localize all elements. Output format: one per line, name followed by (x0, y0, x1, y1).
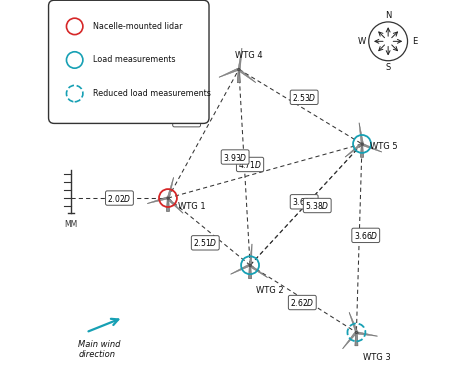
Text: WTG 3: WTG 3 (363, 353, 391, 362)
FancyBboxPatch shape (48, 0, 209, 123)
Polygon shape (166, 197, 169, 199)
Text: 3.66$D$: 3.66$D$ (354, 230, 378, 241)
Polygon shape (249, 244, 252, 264)
Polygon shape (168, 198, 183, 213)
Polygon shape (166, 197, 170, 211)
Polygon shape (359, 123, 364, 143)
Text: WTG 5: WTG 5 (370, 142, 398, 151)
Polygon shape (355, 332, 358, 333)
Text: 3.93$D$: 3.93$D$ (223, 152, 247, 162)
Text: WTG 2: WTG 2 (255, 286, 283, 295)
Polygon shape (355, 332, 358, 346)
Text: 2.02$D$: 2.02$D$ (107, 193, 132, 203)
Text: Load measurements: Load measurements (93, 56, 176, 64)
Polygon shape (345, 143, 362, 157)
Text: 5.38$D$: 5.38$D$ (305, 200, 329, 211)
Text: MM: MM (64, 220, 78, 229)
Text: WTG 4: WTG 4 (235, 52, 263, 61)
Polygon shape (239, 69, 255, 83)
Circle shape (356, 331, 357, 334)
Text: 2.62$D$: 2.62$D$ (290, 297, 315, 308)
Polygon shape (237, 68, 240, 83)
Text: 2.51$D$: 2.51$D$ (193, 237, 218, 248)
Polygon shape (219, 68, 238, 77)
Text: WTG 1: WTG 1 (178, 202, 206, 211)
Circle shape (249, 264, 251, 266)
Polygon shape (249, 264, 251, 266)
Text: Main wind
direction: Main wind direction (78, 340, 121, 359)
Text: 2.53$D$: 2.53$D$ (292, 92, 317, 103)
Polygon shape (361, 143, 364, 145)
Polygon shape (167, 177, 174, 197)
Text: Nacelle-mounted lidar: Nacelle-mounted lidar (93, 22, 183, 31)
Polygon shape (250, 265, 267, 277)
Circle shape (361, 143, 363, 145)
Circle shape (167, 197, 169, 199)
Polygon shape (231, 264, 250, 274)
Polygon shape (147, 197, 167, 204)
Text: 3.61$D$: 3.61$D$ (292, 196, 317, 207)
Polygon shape (248, 264, 252, 279)
Polygon shape (343, 332, 356, 349)
Polygon shape (362, 144, 382, 152)
Text: W: W (358, 37, 366, 46)
Text: S: S (385, 63, 391, 72)
Polygon shape (349, 312, 357, 332)
Text: 3.46$D$: 3.46$D$ (174, 114, 199, 125)
Polygon shape (357, 332, 377, 337)
Text: N: N (385, 11, 392, 20)
Text: E: E (412, 37, 417, 46)
Text: Reduced load measurements: Reduced load measurements (93, 89, 211, 98)
Circle shape (238, 68, 240, 70)
Polygon shape (238, 48, 242, 68)
Polygon shape (361, 143, 364, 157)
Polygon shape (237, 68, 240, 70)
Text: 4.71$D$: 4.71$D$ (238, 159, 262, 170)
